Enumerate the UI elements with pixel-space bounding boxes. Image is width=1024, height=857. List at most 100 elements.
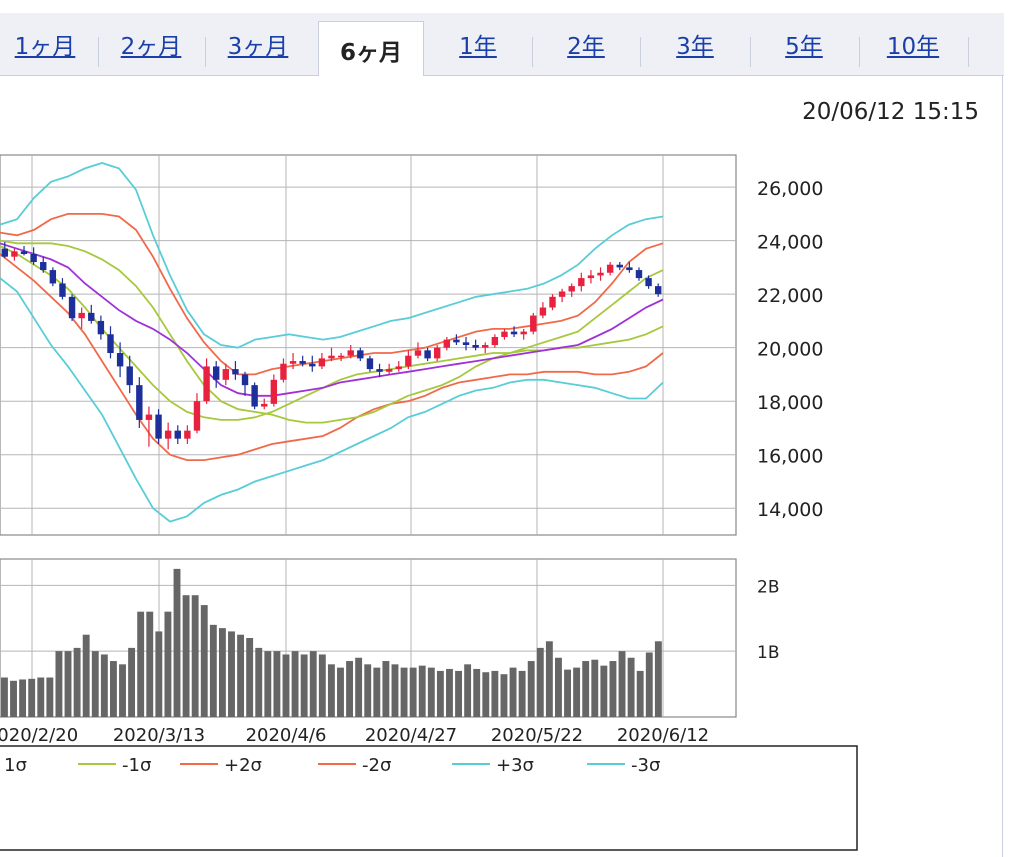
tab-1[interactable]: 1ヶ月 [14, 34, 76, 60]
candle-body [116, 353, 124, 367]
period-tab-bar: 1ヶ月 2ヶ月 3ヶ月 6ヶ月 1年 2年 3年 5年 10年 [0, 13, 1004, 78]
candle-body [453, 339, 460, 343]
candle-body [414, 350, 422, 356]
volume-bar [28, 678, 36, 717]
volume-bar [500, 674, 508, 717]
tab-separator [205, 37, 206, 67]
candle-body [472, 345, 479, 348]
candle-body [136, 385, 143, 420]
volume-bar [618, 651, 626, 717]
candle-body [606, 264, 614, 273]
volume-bar [373, 667, 381, 717]
volume-bar [300, 654, 308, 717]
legend-label: -1σ [122, 755, 151, 776]
volume-bar [228, 631, 235, 717]
candle-body [164, 430, 172, 439]
volume-bar [64, 651, 72, 717]
tab-3[interactable]: 3ヶ月 [227, 34, 289, 60]
candle-body [520, 331, 527, 335]
candle-body [568, 286, 575, 292]
candle-body [203, 366, 210, 402]
candle-body [174, 430, 181, 439]
tab-separator [968, 37, 969, 67]
candle-body [578, 278, 585, 287]
volume-bar [355, 657, 363, 717]
band-m2 [0, 253, 664, 462]
volume-bar [218, 628, 226, 717]
volume-bar [209, 624, 217, 717]
volume-bar [337, 667, 344, 717]
volume-bar [273, 651, 281, 717]
legend-label: 1σ [4, 755, 27, 776]
volume-bar [509, 667, 517, 717]
band-m3 [0, 277, 664, 523]
volume-bar [436, 670, 444, 717]
volume-tick-label: 2B [757, 577, 779, 597]
volume-bar [82, 634, 90, 717]
volume-bar [591, 659, 599, 717]
tab-6[interactable]: 2年 [567, 34, 605, 60]
volume-bar [446, 668, 453, 717]
volume-bar [600, 665, 608, 717]
band-mid [0, 242, 664, 397]
volume-bar [482, 672, 490, 717]
candle-body [645, 278, 652, 287]
volume-bar [309, 651, 317, 717]
tab-separator [532, 37, 533, 67]
tab-2[interactable]: 2ヶ月 [120, 34, 182, 60]
candle-body [626, 267, 633, 271]
volume-bar [282, 654, 290, 717]
candle-body [405, 355, 412, 367]
candle-body [59, 283, 66, 297]
tab-4[interactable]: 6ヶ月 [318, 21, 424, 78]
candle-body [482, 345, 489, 348]
volume-bar [37, 677, 45, 717]
volume-bar [191, 595, 199, 717]
candle-body [232, 369, 239, 375]
tab-7[interactable]: 3年 [676, 34, 714, 60]
volume-bar [473, 668, 481, 717]
candle-body [549, 296, 556, 308]
candle-body [11, 251, 18, 257]
volume-bar [264, 651, 272, 717]
volume-bar [527, 661, 535, 717]
legend-box [0, 745, 858, 851]
candle-body [530, 315, 537, 332]
tab-8[interactable]: 5年 [785, 34, 823, 60]
legend-label: -2σ [362, 755, 391, 776]
volume-bar [545, 641, 553, 717]
legend-label: -3σ [631, 755, 660, 776]
tab-9[interactable]: 10年 [886, 34, 940, 60]
candle-body [289, 361, 297, 364]
volume-bar [109, 661, 117, 717]
candle-body [299, 361, 306, 364]
candle-body [107, 334, 114, 354]
price-panel-frame [0, 154, 737, 536]
candle-body [433, 347, 441, 359]
volume-bar [246, 638, 254, 717]
volume-bar [146, 611, 154, 717]
x-axis-label: 2020/2/20 [0, 725, 78, 746]
tab-5[interactable]: 1年 [459, 34, 497, 60]
candle-body [385, 369, 393, 372]
volume-bar [119, 664, 126, 717]
candle-body [184, 430, 191, 439]
volume-bar [627, 657, 635, 717]
volume-bar [654, 641, 662, 717]
candle-body [616, 264, 623, 268]
volume-bar [573, 667, 581, 717]
x-axis-label: 2020/5/22 [491, 725, 583, 746]
legend-label: +3σ [496, 755, 534, 776]
volume-bar [164, 611, 172, 717]
candle-body [654, 286, 662, 295]
candle-body [1, 248, 9, 257]
volume-bar [418, 665, 426, 717]
candle-body [501, 331, 508, 337]
candle-body [30, 254, 37, 263]
volume-bar [173, 568, 181, 717]
x-axis-label: 2020/4/27 [365, 725, 457, 746]
volume-bar [636, 670, 644, 717]
candle-body [222, 369, 230, 380]
volume-bar [318, 654, 326, 717]
